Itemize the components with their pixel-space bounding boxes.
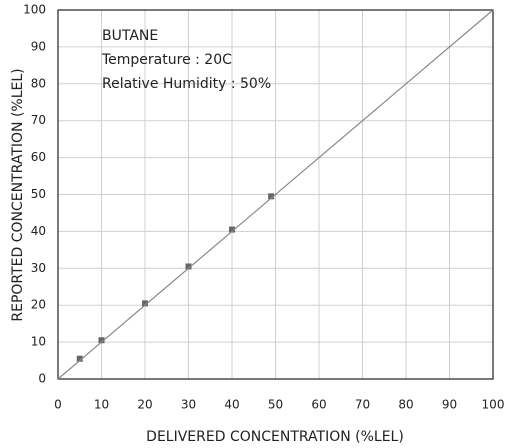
y-tick-label: 60 — [31, 150, 46, 164]
x-tick-label: 0 — [54, 398, 62, 412]
x-tick-label: 60 — [311, 398, 326, 412]
y-axis-title: REPORTED CONCENTRATION (%LEL) — [10, 68, 26, 321]
y-tick-label: 40 — [31, 224, 46, 238]
x-axis-title: DELIVERED CONCENTRATION (%LEL) — [146, 429, 404, 445]
y-tick-label: 20 — [31, 298, 46, 312]
annotation: BUTANE — [102, 28, 158, 44]
y-tick-label: 30 — [31, 261, 46, 275]
x-tick-label: 50 — [268, 398, 283, 412]
x-tick-label: 30 — [181, 398, 196, 412]
data-point — [76, 355, 83, 362]
data-point — [98, 337, 105, 344]
plot-frame — [57, 9, 494, 380]
x-tick-label: 90 — [442, 398, 457, 412]
x-tick-label: 20 — [137, 398, 152, 412]
y-tick-label: 10 — [31, 335, 46, 349]
x-tick-label: 70 — [355, 398, 370, 412]
x-tick-label: 40 — [224, 398, 239, 412]
data-point — [185, 263, 192, 270]
data-point — [142, 300, 148, 307]
y-tick-label: 50 — [31, 187, 46, 201]
y-tick-label: 90 — [31, 39, 46, 53]
y-tick-label: 70 — [31, 113, 46, 127]
x-tick-label: 10 — [94, 398, 109, 412]
y-tick-label: 100 — [23, 3, 46, 17]
annotation: Relative Humidity : 50% — [102, 76, 271, 92]
x-tick-label: 100 — [482, 398, 505, 412]
data-point — [268, 193, 275, 200]
y-tick-label: 0 — [38, 372, 46, 386]
annotation: Temperature : 20C — [101, 52, 232, 68]
reference-line — [57, 9, 494, 380]
x-tick-label: 80 — [398, 398, 413, 412]
y-tick-label: 80 — [31, 76, 46, 90]
data-point — [229, 226, 235, 233]
